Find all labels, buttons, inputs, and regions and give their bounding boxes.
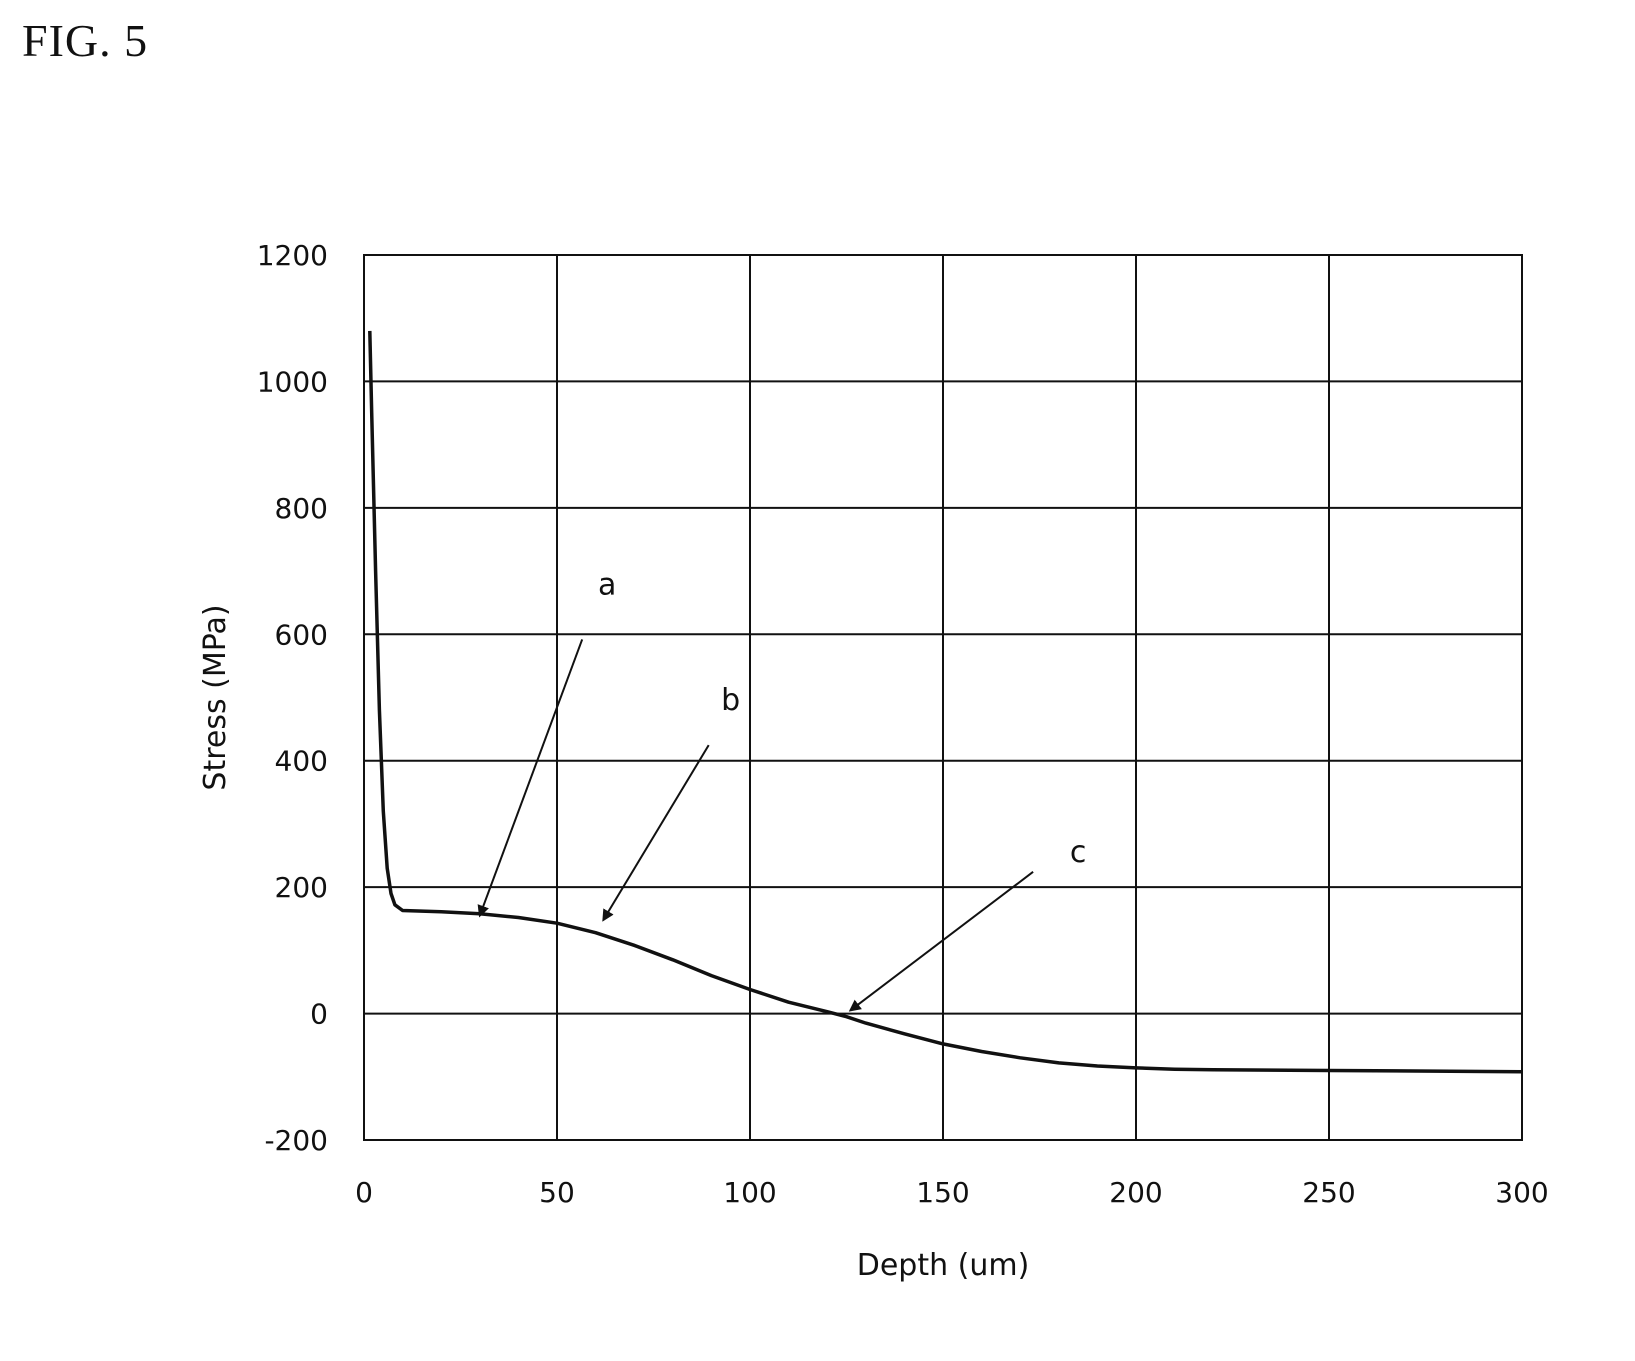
annotation-label-b: b (721, 683, 740, 718)
y-tick-label: 400 (275, 745, 328, 778)
y-axis-title: Stress (MPa) (198, 604, 233, 790)
x-tick-label: 200 (1109, 1176, 1162, 1209)
x-tick-label: 100 (723, 1176, 776, 1209)
y-tick-label: 800 (275, 492, 328, 525)
x-tick-label: 300 (1495, 1176, 1548, 1209)
y-tick-label: 1200 (257, 239, 328, 272)
x-axis-title: Depth (um) (857, 1248, 1030, 1283)
x-axis-tick-labels: 0 50 100 150 200 250 300 (355, 1176, 1549, 1209)
annotation-label-c: c (1070, 835, 1087, 870)
y-axis-tick-labels: -200 0 200 400 600 800 1000 1200 (257, 239, 328, 1157)
data-series (368, 330, 1523, 1074)
annotations: a b c (477, 567, 1087, 1012)
y-tick-label: -200 (264, 1124, 328, 1157)
x-tick-label: 0 (355, 1176, 373, 1209)
grid-lines (363, 254, 1523, 1141)
stress-curve (368, 330, 1523, 1074)
y-tick-label: 1000 (257, 365, 328, 398)
x-tick-label: 250 (1302, 1176, 1355, 1209)
plot-area-frame (363, 254, 1523, 1141)
y-tick-label: 0 (310, 998, 328, 1031)
annotation-arrow-c (848, 871, 1034, 1012)
figure-label: FIG. 5 (22, 15, 149, 66)
y-tick-label: 200 (275, 871, 328, 904)
x-tick-label: 50 (539, 1176, 575, 1209)
annotation-label-a: a (598, 567, 616, 602)
annotation-arrow-b (602, 744, 710, 922)
y-tick-label: 600 (275, 618, 328, 651)
annotation-arrow-a (477, 639, 584, 918)
x-tick-label: 150 (916, 1176, 969, 1209)
